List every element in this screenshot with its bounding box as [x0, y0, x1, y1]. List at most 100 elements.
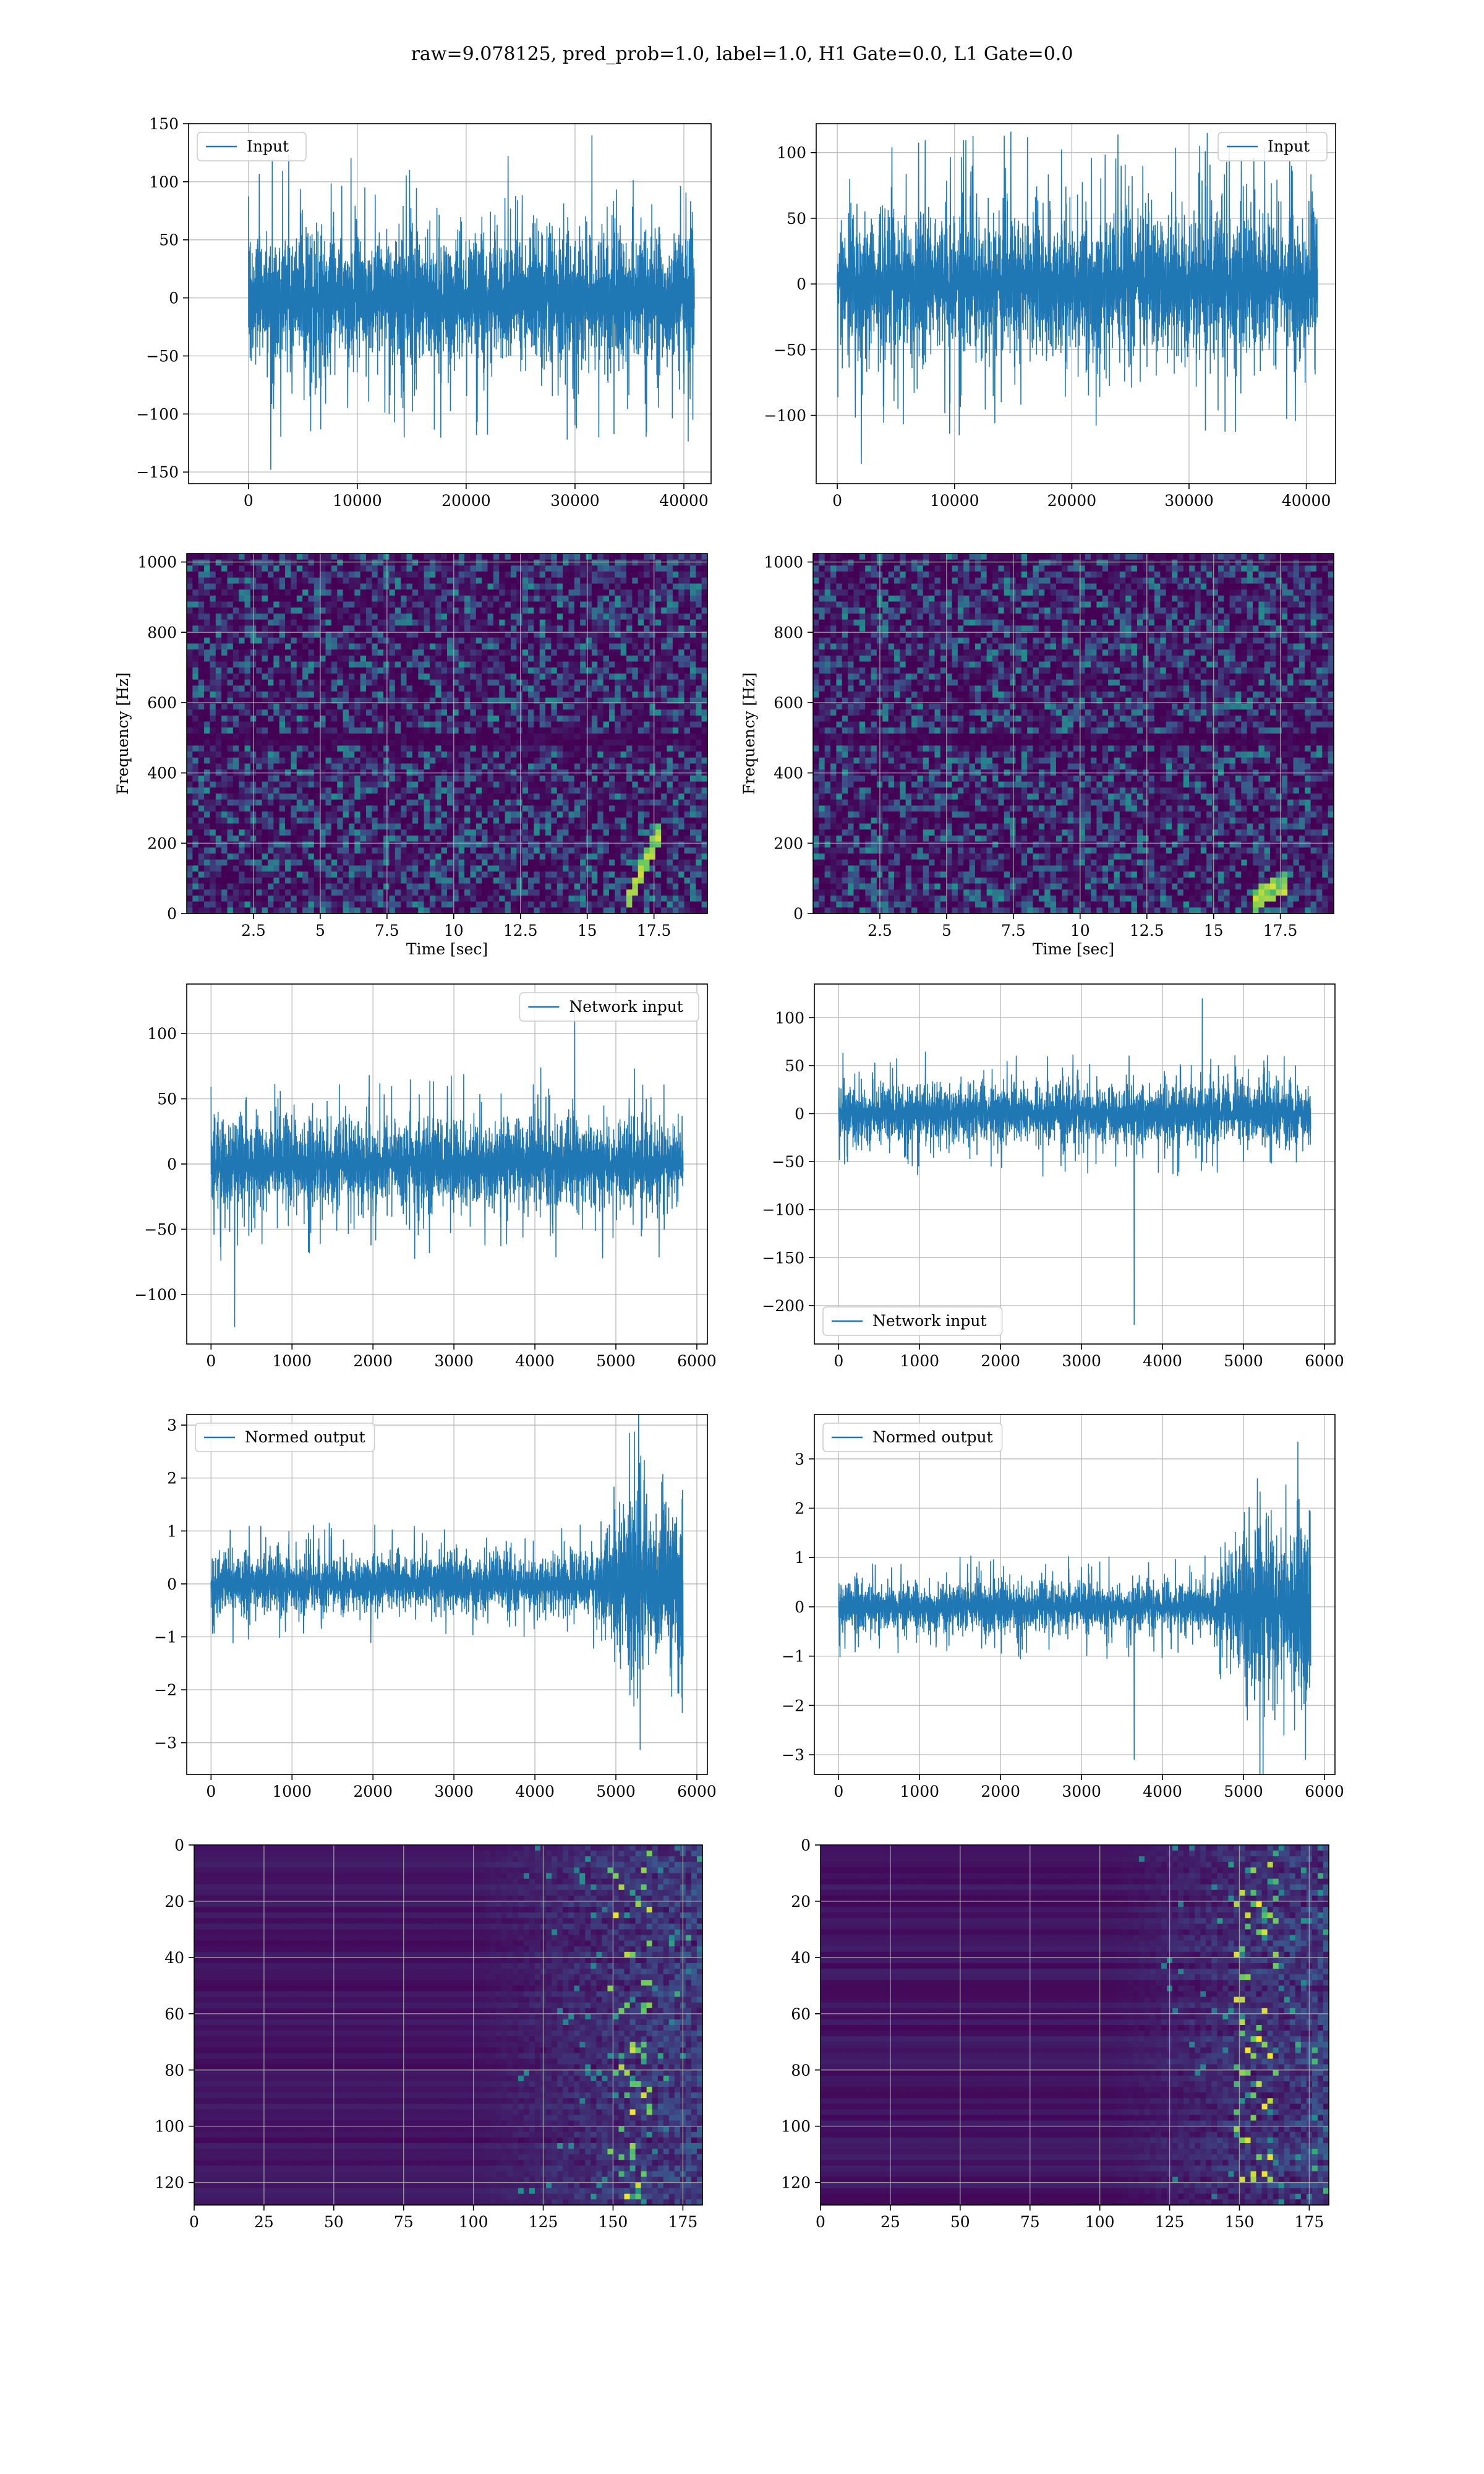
heatmap-cell	[360, 709, 367, 716]
heatmap-cell	[406, 871, 413, 878]
heatmap-cell	[296, 691, 303, 698]
heatmap-cell	[649, 799, 656, 806]
heatmap-cell	[348, 757, 355, 764]
heatmap-cell	[256, 709, 263, 716]
heatmap-cell	[377, 709, 384, 716]
heatmap-cell	[632, 775, 639, 782]
heatmap-cell	[221, 841, 228, 848]
heatmap-cell	[279, 577, 286, 584]
heatmap-cell	[649, 775, 656, 782]
heatmap-cell	[302, 715, 309, 722]
heatmap-cell	[568, 685, 575, 692]
heatmap-cell	[273, 631, 280, 638]
heatmap-cell	[556, 697, 563, 704]
heatmap-cell	[632, 607, 639, 614]
heatmap-cell	[239, 607, 245, 614]
heatmap-cell	[527, 631, 534, 638]
heatmap-cell	[499, 751, 506, 758]
heatmap-cell	[389, 643, 396, 650]
heatmap-cell	[551, 565, 558, 572]
heatmap-cell	[649, 811, 656, 818]
heatmap-cell	[313, 811, 320, 818]
heatmap-cell	[256, 727, 263, 734]
heatmap-cell	[187, 667, 193, 674]
heatmap-cell	[505, 895, 511, 902]
heatmap-cell	[470, 679, 477, 686]
heatmap-cell	[510, 721, 517, 728]
heatmap-cell	[232, 667, 239, 674]
heatmap-cell	[453, 883, 459, 890]
heatmap-cell	[325, 614, 332, 620]
heatmap-cell	[470, 601, 477, 608]
heatmap-cell	[429, 775, 436, 782]
heatmap-cell	[418, 859, 425, 866]
heatmap-cell	[227, 601, 234, 608]
heatmap-cell	[412, 799, 419, 806]
heatmap-cell	[453, 637, 459, 644]
heatmap-cell	[534, 739, 540, 746]
heatmap-cell	[308, 823, 315, 830]
heatmap-cell	[418, 589, 425, 596]
heatmap-cell	[239, 734, 245, 740]
heatmap-cell	[343, 661, 349, 668]
heatmap-cell	[187, 625, 193, 632]
heatmap-cell	[603, 703, 610, 710]
heatmap-cell	[406, 577, 413, 584]
heatmap-cell	[348, 805, 355, 812]
heatmap-cell	[545, 571, 552, 578]
heatmap-cell	[204, 583, 211, 590]
heatmap-cell	[221, 607, 228, 614]
heatmap-cell	[644, 577, 650, 584]
heatmap-cell	[232, 811, 239, 818]
heatmap-cell	[615, 734, 621, 740]
heatmap-cell	[389, 799, 396, 806]
heatmap-cell	[377, 691, 384, 698]
heatmap-cell	[348, 631, 355, 638]
heatmap-cell	[522, 607, 529, 614]
heatmap-cell	[603, 811, 610, 818]
heatmap-cell	[262, 817, 268, 824]
heatmap-cell	[279, 571, 286, 578]
heatmap-cell	[337, 901, 344, 908]
heatmap-cell	[406, 854, 413, 860]
x-tick-label: 0	[832, 492, 842, 510]
heatmap-cell	[302, 763, 309, 770]
heatmap-cell	[215, 859, 222, 866]
heatmap-cell	[192, 679, 199, 686]
heatmap-cell	[510, 734, 517, 740]
heatmap-cell	[325, 757, 332, 764]
heatmap-cell	[458, 854, 465, 860]
heatmap-cell	[198, 559, 205, 566]
heatmap-cell	[464, 571, 471, 578]
y-tick-label: −50	[774, 341, 806, 359]
heatmap-cell	[597, 697, 604, 704]
heatmap-cell	[464, 559, 471, 566]
heatmap-cell	[441, 799, 448, 806]
heatmap-cell	[239, 595, 245, 602]
heatmap-cell	[232, 655, 239, 662]
heatmap-cell	[394, 685, 401, 692]
heatmap-cell	[615, 859, 621, 866]
heatmap-cell	[499, 559, 506, 566]
heatmap-cell	[320, 685, 326, 692]
heatmap-cell	[563, 614, 569, 620]
heatmap-cell	[556, 625, 563, 632]
heatmap-cell	[429, 739, 436, 746]
heatmap-cell	[568, 823, 575, 830]
heatmap-cell	[464, 745, 471, 752]
heatmap-cell	[615, 854, 621, 860]
heatmap-cell	[545, 661, 552, 668]
heatmap-cell	[377, 649, 384, 656]
heatmap-cell	[285, 757, 291, 764]
heatmap-cell	[302, 674, 309, 680]
heatmap-cell	[267, 823, 274, 830]
heatmap-cell	[187, 805, 193, 812]
heatmap-cell	[320, 823, 326, 830]
heatmap-cell	[620, 734, 627, 740]
heatmap-cell	[394, 847, 401, 854]
heatmap-cell	[394, 794, 401, 800]
heatmap-cell	[394, 877, 401, 884]
heatmap-cell	[354, 703, 361, 710]
heatmap-cell	[394, 805, 401, 812]
heatmap-cell	[638, 823, 644, 830]
